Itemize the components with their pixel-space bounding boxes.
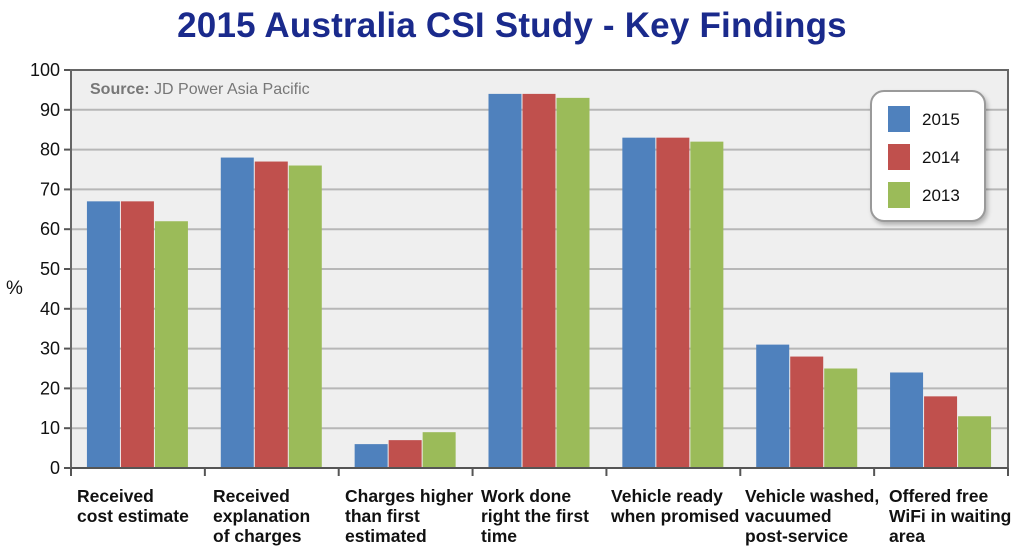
bar-2013 bbox=[958, 416, 992, 468]
x-category-label: Received explanation of charges bbox=[213, 486, 311, 546]
source-note: Source: JD Power Asia Pacific bbox=[90, 81, 310, 99]
bar-2013 bbox=[154, 221, 188, 468]
y-axis-label: % bbox=[6, 278, 23, 299]
bar-2015 bbox=[890, 372, 924, 468]
bar-2014 bbox=[656, 137, 690, 468]
legend-swatch-2014 bbox=[888, 144, 910, 170]
source-value: JD Power Asia Pacific bbox=[154, 81, 310, 98]
y-tick-label: 70 bbox=[40, 179, 60, 199]
chart-title: 2015 Australia CSI Study - Key Findings bbox=[177, 6, 847, 45]
bar-2014 bbox=[522, 93, 556, 468]
bar-2013 bbox=[556, 97, 590, 469]
bar-2013 bbox=[690, 141, 724, 468]
legend-label-2013: 2013 bbox=[922, 186, 960, 205]
bar-2013 bbox=[824, 368, 858, 468]
y-tick-label: 0 bbox=[50, 458, 60, 478]
y-tick-label: 20 bbox=[40, 378, 60, 398]
bar-2014 bbox=[120, 201, 154, 468]
bar-2015 bbox=[756, 344, 790, 468]
x-category-label: Vehicle washed, vacuumed post-service bbox=[745, 486, 880, 546]
chart-legend: 2015 2014 2013 bbox=[870, 90, 986, 222]
bar-2015 bbox=[488, 93, 522, 468]
x-category-label: Charges higher than first estimated bbox=[345, 486, 474, 546]
bar-2015 bbox=[354, 444, 388, 468]
bar-2014 bbox=[254, 161, 288, 469]
bar-2014 bbox=[388, 440, 422, 468]
bar-2015 bbox=[220, 157, 254, 468]
legend-label-2015: 2015 bbox=[922, 110, 960, 129]
y-tick-label: 30 bbox=[40, 339, 60, 359]
legend-label-2014: 2014 bbox=[922, 148, 960, 167]
legend-swatch-2015 bbox=[888, 106, 910, 132]
y-tick-label: 50 bbox=[40, 259, 60, 279]
y-tick-label: 60 bbox=[40, 219, 60, 239]
y-tick-label: 100 bbox=[30, 60, 60, 80]
source-label: Source: bbox=[90, 81, 150, 98]
y-tick-label: 90 bbox=[40, 100, 60, 120]
x-category-label: Received cost estimate bbox=[77, 486, 189, 526]
bar-2015 bbox=[622, 137, 656, 468]
bar-2013 bbox=[422, 432, 456, 468]
x-category-label: Work done right the first time bbox=[481, 486, 589, 546]
bar-2013 bbox=[288, 165, 322, 468]
x-category-label: Offered free WiFi in waiting area bbox=[889, 486, 1012, 546]
legend-swatch-2013 bbox=[888, 182, 910, 208]
x-category-label: Vehicle ready when promised bbox=[611, 486, 740, 526]
bar-2014 bbox=[924, 396, 958, 468]
y-tick-label: 40 bbox=[40, 299, 60, 319]
bar-2014 bbox=[790, 356, 824, 468]
y-tick-label: 10 bbox=[40, 418, 60, 438]
bar-2015 bbox=[86, 201, 120, 468]
y-tick-label: 80 bbox=[40, 140, 60, 160]
